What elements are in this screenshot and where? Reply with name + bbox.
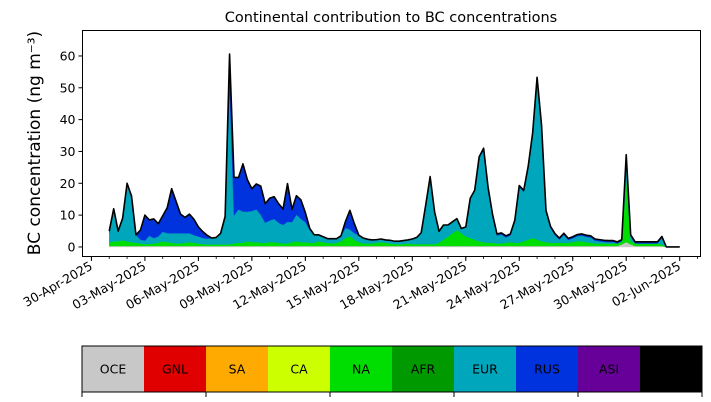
legend-label-rus: RUS <box>534 362 560 377</box>
legend-swatch-na <box>330 346 393 392</box>
y-tick-label: 20 <box>60 176 76 191</box>
y-tick-label: 30 <box>60 144 76 159</box>
legend-frame <box>81 345 703 393</box>
total-concentration-line <box>108 53 680 248</box>
legend-swatch-eur <box>454 346 517 392</box>
legend-label-afr: AFR <box>411 362 436 377</box>
legend-label-sa: SA <box>229 362 246 377</box>
legend-swatch-aus <box>640 346 703 392</box>
y-axis: 0 10 20 30 40 50 60 <box>60 48 83 254</box>
legend-label-na: NA <box>352 362 370 377</box>
y-tick-label: 40 <box>60 112 76 127</box>
area-rus <box>109 54 680 248</box>
stacked-areas <box>109 54 680 248</box>
legend-label-aus: AUS <box>658 362 684 377</box>
x-axis: 30-Apr-202503-May-202506-May-202509-May-… <box>20 256 698 312</box>
legend-colorbar: OCE GNL SA CA NA AFR EUR RUS ASI AUS <box>81 345 703 397</box>
legend-swatch-oce <box>82 346 145 392</box>
legend-swatch-sa <box>206 346 269 392</box>
chart-title: Continental contribution to BC concentra… <box>225 10 557 26</box>
legend-swatch-rus <box>516 346 579 392</box>
y-tick-label: 10 <box>60 208 76 223</box>
legend-label-asi: ASI <box>599 362 619 377</box>
legend-label-oce: OCE <box>100 362 127 377</box>
legend-swatch-gnl <box>144 346 207 392</box>
legend-swatch-afr <box>392 346 455 392</box>
plot-area <box>82 30 701 257</box>
legend-label-eur: EUR <box>472 362 498 377</box>
y-tick-label: 0 <box>68 239 76 254</box>
y-axis-label: BC concentration (ng m⁻³) <box>25 31 45 255</box>
plot-frame <box>82 30 701 257</box>
legend-label-gnl: GNL <box>162 362 188 377</box>
y-tick-label: 50 <box>60 80 76 95</box>
legend-swatch-ca <box>268 346 331 392</box>
legend-label-ca: CA <box>290 362 308 377</box>
y-tick-label: 60 <box>60 48 76 63</box>
legend-swatch-asi <box>578 346 641 392</box>
